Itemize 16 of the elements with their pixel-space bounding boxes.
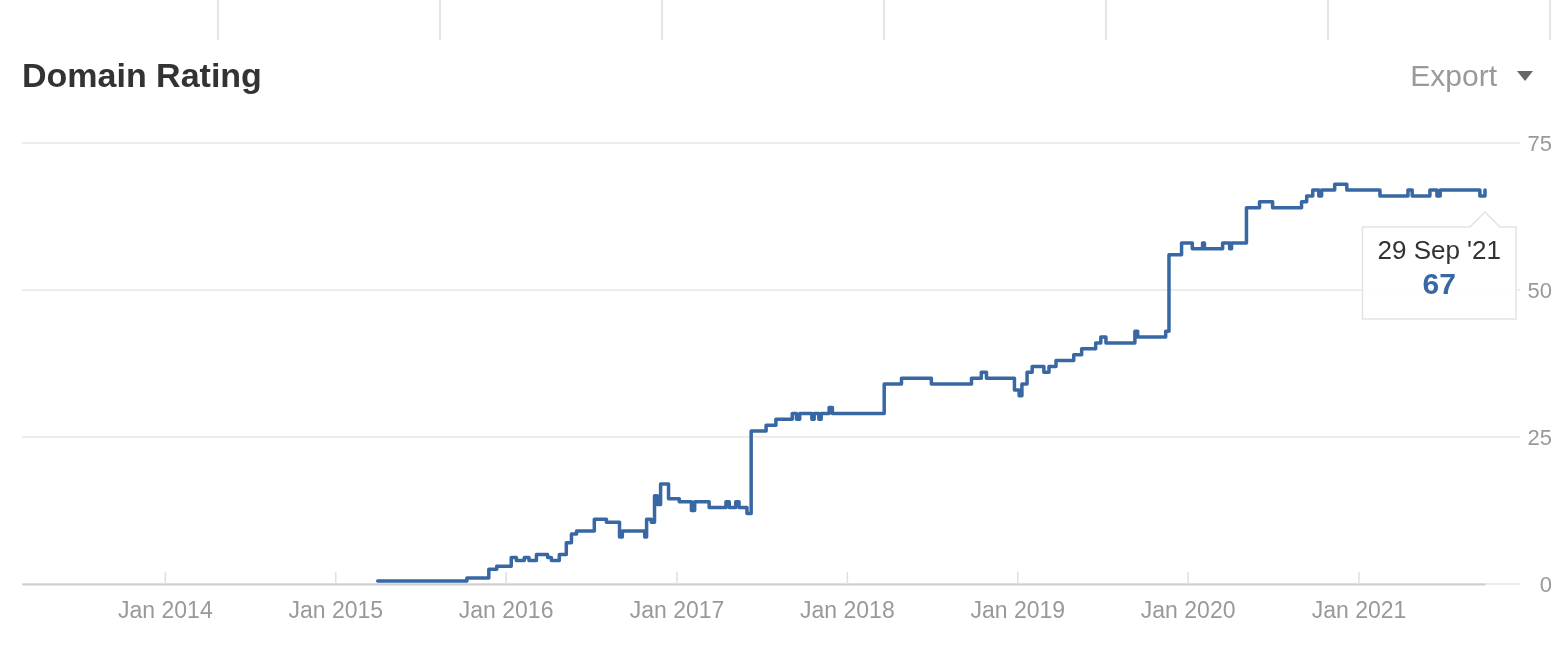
chart-title: Domain Rating	[22, 56, 262, 94]
x-tick-label: Jan 2016	[458, 597, 554, 624]
x-tick-label: Jan 2018	[800, 597, 895, 624]
x-tick-label: Jan 2020	[1140, 597, 1236, 624]
y-tick-label: 25	[1527, 424, 1552, 450]
y-tick-label: 0	[1539, 571, 1552, 597]
x-tick-label: Jan 2019	[970, 597, 1066, 624]
x-tick-label: Jan 2017	[629, 597, 725, 624]
y-tick-label: 50	[1527, 277, 1552, 303]
x-tick-label: Jan 2015	[288, 597, 384, 624]
x-tick-label: Jan 2021	[1311, 597, 1407, 624]
annotation: 29 Sep '21	[1377, 235, 1501, 266]
y-tick-label: 75	[1527, 130, 1552, 156]
x-tick-label: Jan 2014	[118, 597, 213, 624]
text: Export	[1410, 59, 1498, 92]
annotation: 67	[1422, 267, 1456, 301]
